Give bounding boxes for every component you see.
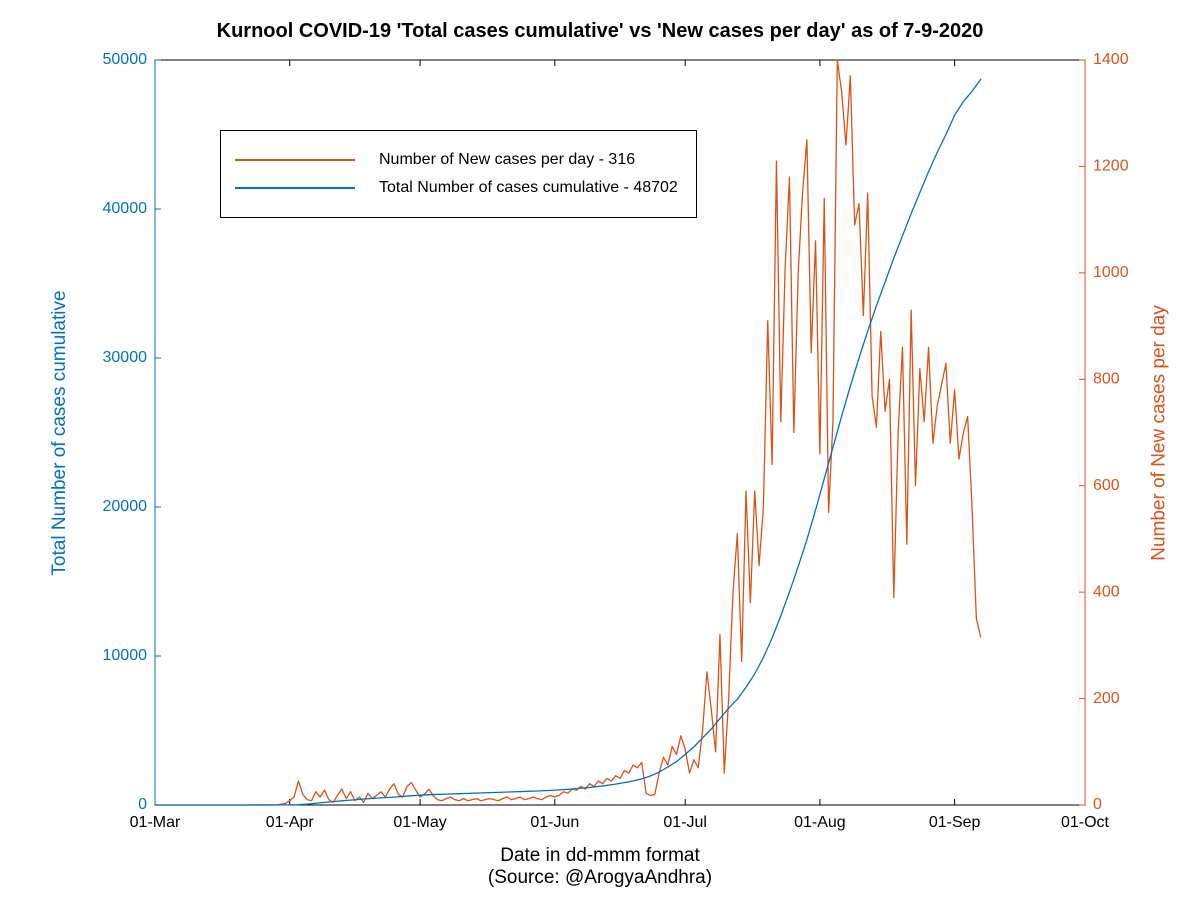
- x-axis-label-line1: Date in dd-mmm format: [0, 845, 1200, 867]
- legend-item: Total Number of cases cumulative - 48702: [235, 179, 678, 197]
- svg-text:01-Mar: 01-Mar: [130, 814, 181, 831]
- svg-text:20000: 20000: [103, 498, 148, 515]
- svg-text:600: 600: [1093, 477, 1120, 494]
- legend-label: Total Number of cases cumulative - 48702: [379, 179, 678, 197]
- svg-text:01-Aug: 01-Aug: [794, 814, 846, 831]
- svg-text:01-Jul: 01-Jul: [663, 814, 707, 831]
- svg-text:200: 200: [1093, 690, 1120, 707]
- svg-text:1400: 1400: [1093, 51, 1129, 68]
- legend-item: Number of New cases per day - 316: [235, 151, 678, 169]
- svg-text:50000: 50000: [103, 51, 148, 68]
- svg-text:01-Apr: 01-Apr: [266, 814, 315, 831]
- chart-container: Kurnool COVID-19 'Total cases cumulative…: [0, 0, 1200, 900]
- svg-text:1200: 1200: [1093, 158, 1129, 175]
- legend-swatch: [235, 159, 355, 161]
- svg-text:30000: 30000: [103, 349, 148, 366]
- svg-text:400: 400: [1093, 583, 1120, 600]
- svg-text:800: 800: [1093, 371, 1120, 388]
- svg-text:0: 0: [1093, 796, 1102, 813]
- legend: Number of New cases per day - 316 Total N…: [220, 130, 697, 218]
- svg-text:01-Sep: 01-Sep: [929, 814, 981, 831]
- legend-label: Number of New cases per day - 316: [379, 151, 635, 169]
- svg-text:01-Oct: 01-Oct: [1061, 814, 1110, 831]
- svg-text:01-Jun: 01-Jun: [530, 814, 579, 831]
- svg-text:01-May: 01-May: [393, 814, 446, 831]
- svg-text:10000: 10000: [103, 647, 148, 664]
- x-axis-label: Date in dd-mmm format (Source: @ArogyaAn…: [0, 845, 1200, 889]
- svg-text:40000: 40000: [103, 200, 148, 217]
- svg-text:1000: 1000: [1093, 264, 1129, 281]
- legend-swatch: [235, 187, 355, 189]
- svg-text:0: 0: [138, 796, 147, 813]
- x-axis-label-line2: (Source: @ArogyaAndhra): [0, 867, 1200, 889]
